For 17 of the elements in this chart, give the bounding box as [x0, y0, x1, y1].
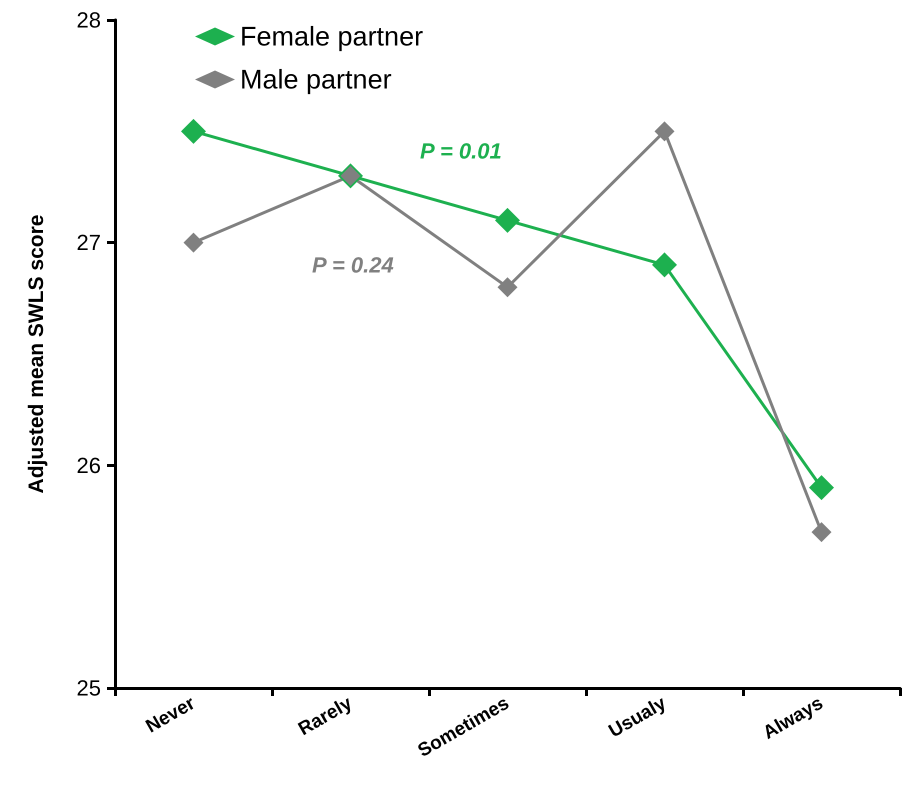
y-tick-label: 26	[76, 452, 101, 478]
point	[812, 522, 832, 542]
y-tick-label: 25	[76, 676, 101, 700]
point	[652, 252, 677, 278]
point	[495, 208, 520, 233]
y-tick-label: 28	[76, 8, 101, 32]
point	[184, 232, 204, 253]
annotation: P = 0.24	[312, 252, 394, 278]
y-axis-title: Adjusted mean SWLS score	[25, 214, 48, 494]
annotation: P = 0.01	[420, 138, 502, 164]
point	[181, 118, 206, 144]
legend-label: Male partner	[240, 64, 392, 94]
point	[654, 121, 674, 142]
y-tick-label: 27	[76, 230, 101, 256]
legend-label: Female partner	[240, 22, 424, 52]
point	[809, 475, 834, 500]
point	[498, 277, 518, 298]
